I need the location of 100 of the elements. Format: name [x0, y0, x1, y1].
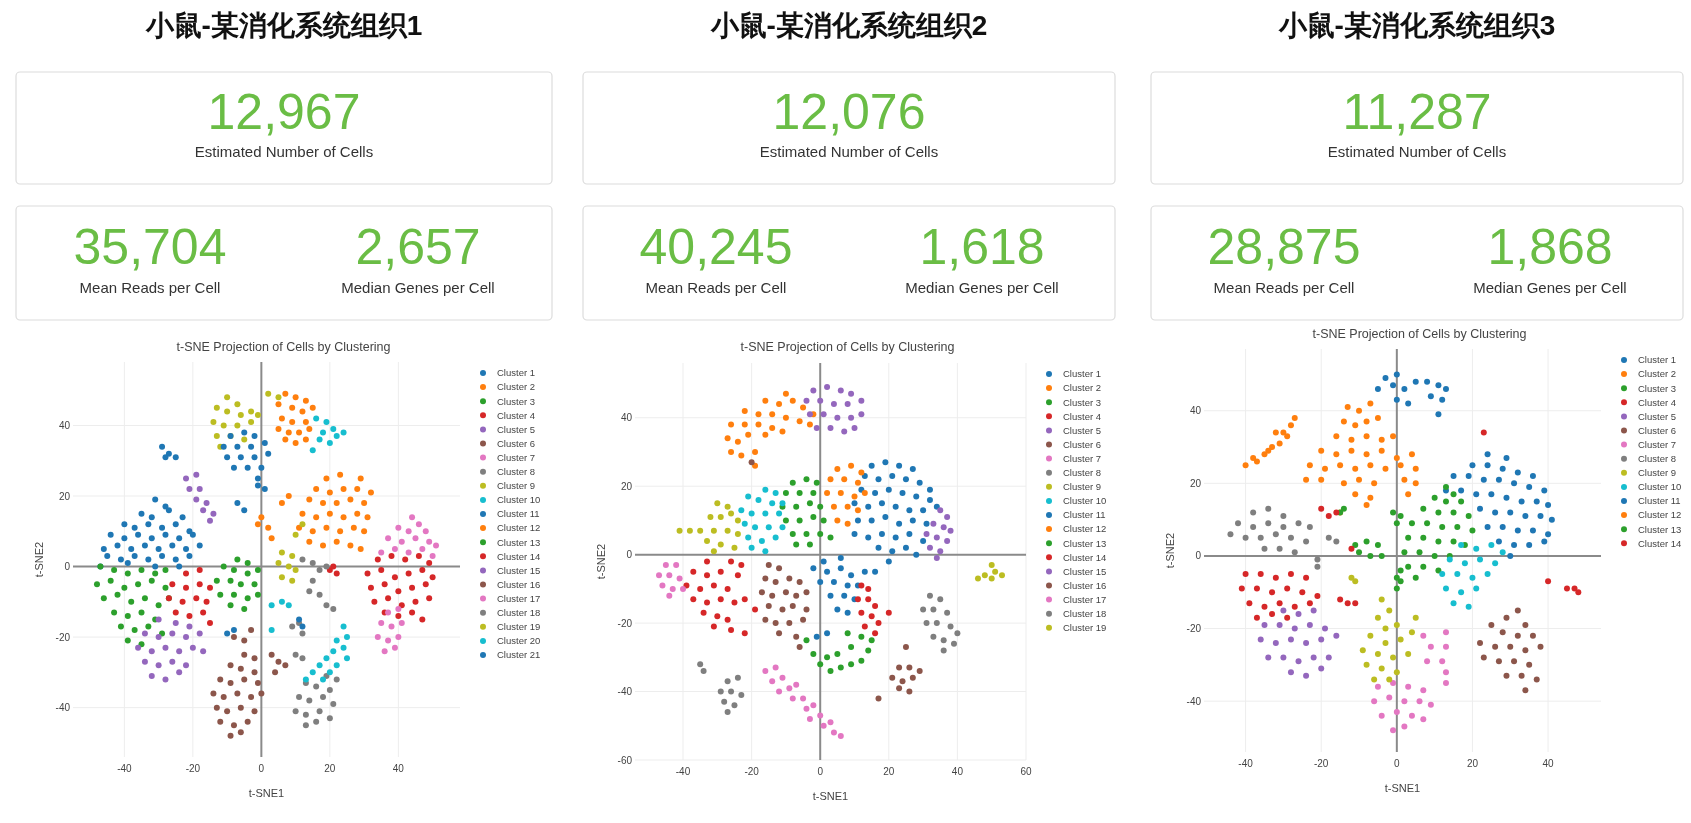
point — [1427, 701, 1434, 708]
point — [937, 507, 944, 514]
point — [844, 401, 851, 408]
point — [217, 676, 224, 683]
point — [786, 685, 793, 692]
point — [1503, 494, 1510, 501]
point — [916, 479, 923, 486]
x-tick-label: 40 — [1542, 758, 1555, 769]
point — [299, 408, 306, 415]
point — [1250, 509, 1257, 516]
point — [241, 605, 248, 612]
point — [824, 568, 831, 575]
y-axis-title: t-SNE2 — [1164, 532, 1176, 569]
point — [920, 606, 927, 613]
point — [710, 582, 717, 589]
point — [278, 500, 285, 507]
point — [282, 390, 289, 397]
point — [361, 528, 368, 535]
point — [724, 709, 731, 716]
legend-label: Cluster 5 — [1638, 410, 1677, 422]
point — [940, 524, 947, 531]
point — [285, 429, 292, 436]
point — [183, 584, 190, 591]
point — [1529, 527, 1536, 534]
point — [800, 695, 807, 702]
legend-label: Cluster 8 — [1638, 453, 1677, 464]
point — [1390, 433, 1397, 440]
point — [1303, 672, 1310, 679]
point — [806, 411, 813, 418]
point — [333, 637, 340, 644]
point — [186, 552, 193, 559]
point — [320, 676, 327, 683]
point — [169, 542, 176, 549]
point — [282, 436, 289, 443]
legend-label: Cluster 9 — [1063, 481, 1102, 493]
point — [848, 644, 855, 651]
point — [234, 443, 241, 450]
point — [183, 662, 190, 669]
point — [697, 527, 704, 534]
point — [1526, 542, 1533, 549]
point — [333, 538, 340, 545]
point — [851, 425, 858, 432]
point — [107, 531, 114, 538]
point — [1390, 727, 1397, 734]
point — [741, 596, 748, 603]
point — [796, 418, 803, 425]
point — [728, 626, 735, 633]
point — [141, 542, 148, 549]
point — [1401, 549, 1408, 556]
y-axis-title: t-SNE2 — [33, 541, 45, 578]
point — [313, 415, 320, 422]
point — [1439, 658, 1446, 665]
legend-label: Cluster 6 — [1063, 438, 1102, 450]
point — [659, 582, 666, 589]
point — [1359, 647, 1366, 654]
point — [268, 627, 275, 634]
point — [1435, 509, 1442, 516]
point — [1405, 400, 1412, 407]
point — [172, 521, 179, 528]
point — [237, 454, 244, 461]
point — [1333, 451, 1340, 458]
point — [412, 598, 419, 605]
point — [875, 695, 882, 702]
point — [237, 411, 244, 418]
point — [330, 426, 337, 433]
point — [141, 658, 148, 665]
point — [789, 695, 796, 702]
point — [724, 435, 731, 442]
point — [841, 428, 848, 435]
point — [776, 401, 783, 408]
point — [251, 581, 258, 588]
point — [851, 531, 858, 538]
point — [1499, 465, 1506, 472]
point — [1484, 571, 1491, 578]
point — [1378, 436, 1385, 443]
point — [309, 528, 316, 535]
point — [810, 650, 817, 657]
text: Mean Reads per Cell — [79, 279, 221, 296]
legend-label: Cluster 10 — [1063, 495, 1107, 507]
point — [1537, 643, 1544, 650]
point — [861, 568, 868, 575]
point — [1378, 596, 1385, 603]
point — [1382, 465, 1389, 472]
point — [419, 616, 426, 623]
x-tick-label: 20 — [1466, 758, 1479, 769]
point — [1261, 621, 1268, 628]
point — [724, 616, 731, 623]
point — [700, 668, 707, 675]
point — [868, 517, 875, 524]
point — [889, 472, 896, 479]
legend-label: Cluster 14 — [1063, 551, 1107, 563]
point — [1261, 603, 1268, 610]
point — [1480, 429, 1487, 436]
point — [950, 640, 957, 647]
point — [769, 500, 776, 507]
legend-label: Cluster 6 — [497, 437, 536, 449]
point — [1484, 523, 1491, 530]
point — [1390, 509, 1397, 516]
point — [1314, 556, 1321, 563]
point — [937, 548, 944, 555]
